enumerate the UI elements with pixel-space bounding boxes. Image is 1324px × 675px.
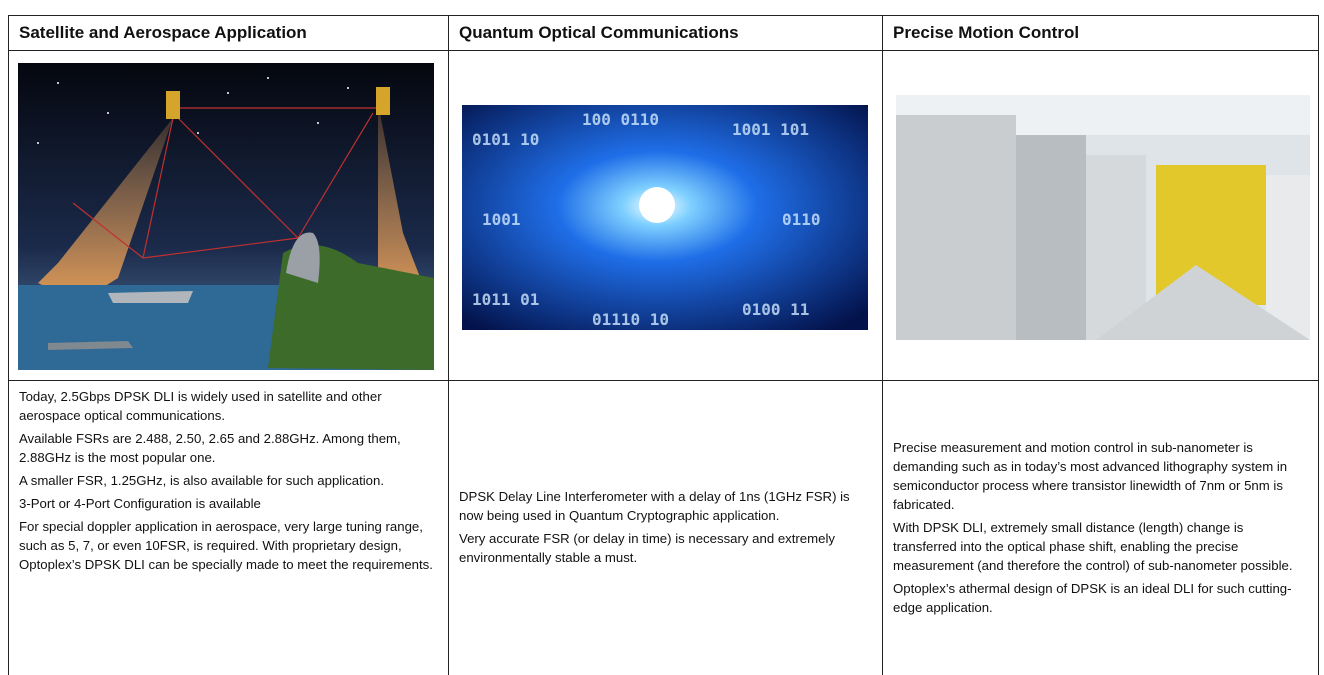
header-row: Satellite and Aerospace Application Quan… xyxy=(9,16,1319,51)
svg-text:1001 101: 1001 101 xyxy=(732,120,809,139)
column-header: Satellite and Aerospace Application xyxy=(9,16,449,51)
quantum-image: 0101 10 1001 101 1011 01 0100 11 1001 0110 10… xyxy=(462,105,868,330)
text-cell: Today, 2.5Gbps DPSK DLI is widely used i… xyxy=(9,381,449,675)
paragraph: Very accurate FSR (or delay in time) is … xyxy=(459,529,872,567)
svg-text:0101 10: 0101 10 xyxy=(472,130,539,149)
svg-text:100 0110: 100 0110 xyxy=(582,110,659,129)
svg-text:0100 11: 0100 11 xyxy=(742,300,809,319)
column-header: Quantum Optical Communications xyxy=(449,16,883,51)
svg-text:1001: 1001 xyxy=(482,210,521,229)
svg-text:01110 10: 01110 10 xyxy=(592,310,669,329)
text-cell: DPSK Delay Line Interferometer with a de… xyxy=(449,381,883,675)
application-table: Satellite and Aerospace Application Quan… xyxy=(8,15,1319,675)
lab-image xyxy=(896,95,1310,340)
paragraph: With DPSK DLI, extremely small distance … xyxy=(893,518,1308,575)
paragraph: Optoplex’s athermal design of DPSK is an… xyxy=(893,579,1308,617)
satellite-image xyxy=(18,63,434,370)
image-cell: 0101 10 1001 101 1011 01 0100 11 1001 0110 10… xyxy=(449,51,883,381)
paragraph: A smaller FSR, 1.25GHz, is also availabl… xyxy=(19,471,438,490)
image-cell xyxy=(9,51,449,381)
paragraph: Precise measurement and motion control i… xyxy=(893,438,1308,514)
paragraph: 3-Port or 4-Port Configuration is availa… xyxy=(19,494,438,513)
paragraph: Available FSRs are 2.488, 2.50, 2.65 and… xyxy=(19,429,438,467)
paragraph: DPSK Delay Line Interferometer with a de… xyxy=(459,487,872,525)
paragraph: Today, 2.5Gbps DPSK DLI is widely used i… xyxy=(19,387,438,425)
paragraph: For special doppler application in aeros… xyxy=(19,517,438,574)
image-cell xyxy=(883,51,1319,381)
svg-text:0110: 0110 xyxy=(782,210,821,229)
svg-text:1011 01: 1011 01 xyxy=(472,290,539,309)
image-row: 0101 10 1001 101 1011 01 0100 11 1001 0110 10… xyxy=(9,51,1319,381)
column-header: Precise Motion Control xyxy=(883,16,1319,51)
text-row: Today, 2.5Gbps DPSK DLI is widely used i… xyxy=(9,381,1319,675)
text-cell: Precise measurement and motion control i… xyxy=(883,381,1319,675)
